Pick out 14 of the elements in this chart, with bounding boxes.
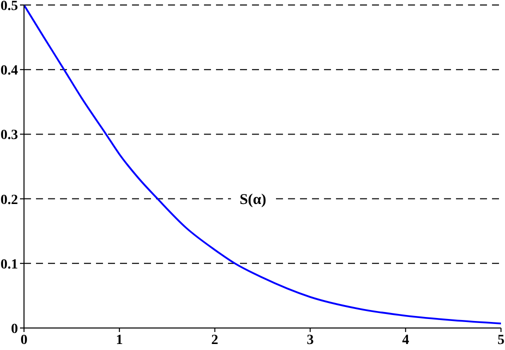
y-tick-label: 0.3 bbox=[0, 128, 18, 144]
x-tick-label: 1 bbox=[116, 332, 123, 348]
y-tick-label: 0 bbox=[11, 322, 18, 337]
y-tick-label: 0.1 bbox=[0, 257, 18, 272]
x-tick-label: 3 bbox=[306, 332, 314, 348]
annotation: S(α) bbox=[240, 192, 266, 208]
y-tick-label: 0.5 bbox=[0, 0, 18, 14]
y-tick-label: 0.4 bbox=[0, 64, 18, 79]
x-tick-label: 2 bbox=[211, 332, 218, 348]
y-tick-label: 0.2 bbox=[0, 192, 18, 208]
line-series bbox=[24, 5, 501, 324]
x-tick-label: 4 bbox=[402, 332, 410, 348]
x-tick-label: 0 bbox=[20, 332, 28, 348]
x-tick-label: 5 bbox=[498, 332, 504, 348]
